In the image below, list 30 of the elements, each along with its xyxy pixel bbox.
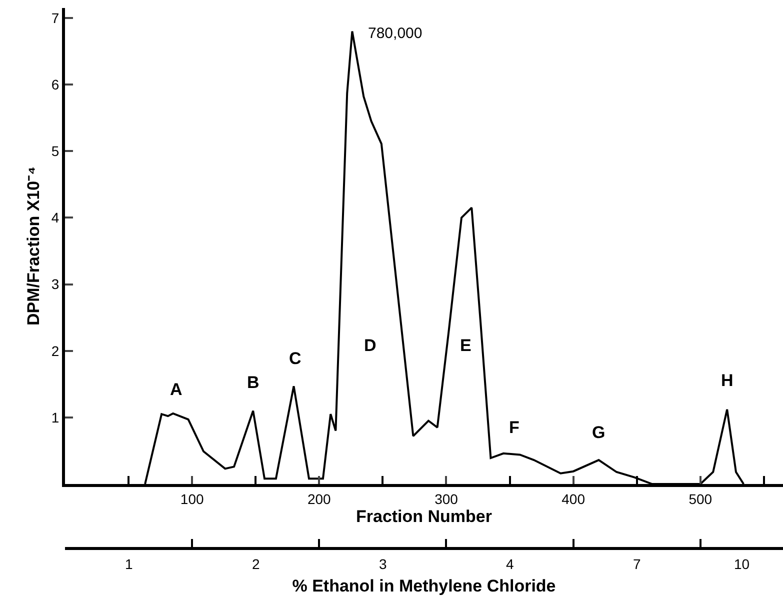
x-tick-label: 200: [307, 490, 332, 507]
y-tick-label: 7: [51, 10, 60, 26]
y-tick-label: 3: [51, 276, 60, 292]
x-tick-label: 300: [434, 490, 458, 507]
y-tick-label: 5: [51, 143, 60, 160]
x2-axis-title: % Ethanol in Methylene Chloride: [292, 576, 556, 596]
y-tick-label: 4: [51, 210, 60, 226]
annotation: D: [364, 336, 376, 355]
annotation: E: [460, 336, 472, 355]
annotation: C: [289, 349, 302, 368]
annotation: B: [247, 373, 260, 392]
text: 7: [633, 556, 641, 572]
text: 4: [506, 556, 514, 572]
x-axis-title: Fraction Number: [356, 506, 492, 526]
x-tick-label: 400: [562, 490, 586, 507]
y-tick-label: 2: [51, 342, 60, 359]
annotation: G: [592, 423, 606, 442]
text: 10: [734, 556, 750, 572]
text: 1: [125, 556, 133, 572]
text: 3: [379, 556, 387, 572]
y-tick-label: 1: [51, 409, 60, 426]
x-tick-label: 100: [180, 490, 204, 507]
annotation: H: [721, 371, 734, 390]
y-axis-title: DPM/Fraction X10⁻⁴: [24, 166, 43, 326]
annotation: A: [170, 380, 182, 399]
annotation: 780,000: [368, 25, 422, 42]
annotation: F: [509, 418, 520, 437]
text: 2: [252, 556, 260, 572]
y-tick-label: 6: [51, 76, 60, 92]
x-tick-label: 500: [688, 490, 712, 507]
